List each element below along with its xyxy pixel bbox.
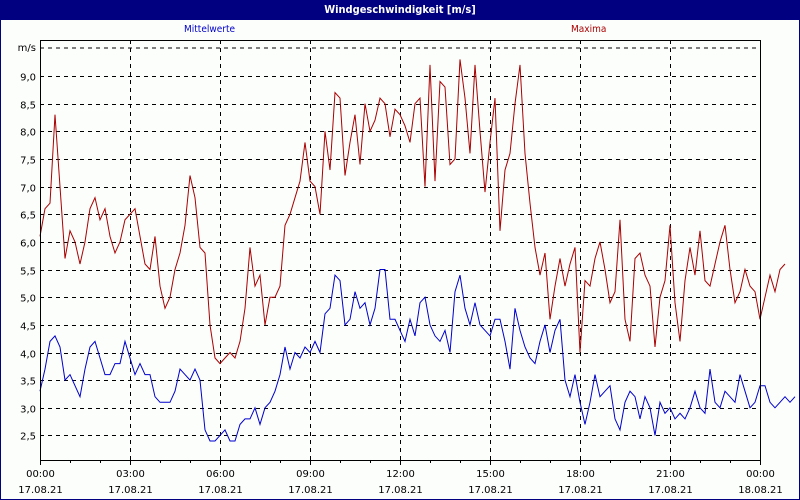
series-mean-line — [39, 269, 796, 442]
x-tick-date: 17.08.21 — [198, 485, 243, 496]
grid-lines — [40, 40, 760, 460]
y-tick-label: 7,5 — [20, 156, 36, 167]
y-tick-label: 5,5 — [20, 267, 36, 278]
x-tick-date: 17.08.21 — [468, 485, 513, 496]
x-tick-date: 17.08.21 — [648, 485, 693, 496]
y-tick-label: 3,0 — [20, 405, 36, 416]
y-tick-label: 7,0 — [20, 184, 36, 195]
y-tick-label: 5,0 — [20, 294, 36, 305]
x-tick-date: 18.08.21 — [738, 485, 783, 496]
x-tick-date: 17.08.21 — [108, 485, 153, 496]
x-tick-date: 17.08.21 — [558, 485, 603, 496]
x-tick-time: 00:00 — [746, 469, 775, 480]
chart-title: Windgeschwindigkeit [m/s] — [0, 0, 800, 20]
y-unit-label: m/s — [18, 43, 36, 54]
y-tick-label: 3,5 — [20, 377, 36, 388]
y-tick-label: 8,5 — [20, 101, 36, 112]
x-tick-time: 00:00 — [26, 469, 55, 480]
plot-axes — [40, 40, 761, 465]
y-tick-label: 9,0 — [20, 73, 36, 84]
y-tick-label: 2,5 — [20, 432, 36, 443]
y-tick-label: 6,0 — [20, 239, 36, 250]
y-axis-labels: m/s 9,0 8,5 8,0 7,5 7,0 6,5 6,0 5,5 5,0 4,5 4,0 3,5 3… — [18, 43, 36, 443]
x-tick-time: 15:00 — [476, 469, 505, 480]
x-tick-time: 09:00 — [296, 469, 325, 480]
x-tick-date: 17.08.21 — [18, 485, 63, 496]
x-tick-time: 12:00 — [386, 469, 415, 480]
y-tick-label: 6,5 — [20, 211, 36, 222]
x-tick-date: 17.08.21 — [288, 485, 333, 496]
x-tick-time: 03:00 — [116, 469, 145, 480]
x-tick-time: 18:00 — [566, 469, 595, 480]
y-tick-label: 4,0 — [20, 350, 36, 361]
x-tick-date: 17.08.21 — [378, 485, 423, 496]
x-axis-labels: 00:00 17.08.21 03:00 17.08.21 06:00 17.08.21 0… — [18, 469, 783, 496]
legend-max: Maxima — [571, 24, 607, 35]
x-tick-time: 06:00 — [206, 469, 235, 480]
legend-mean: Mittelwerte — [184, 24, 236, 35]
y-tick-label: 4,5 — [20, 322, 36, 333]
series-maxima-line — [39, 59, 786, 365]
x-tick-time: 21:00 — [656, 469, 685, 480]
y-tick-label: 8,0 — [20, 128, 36, 139]
